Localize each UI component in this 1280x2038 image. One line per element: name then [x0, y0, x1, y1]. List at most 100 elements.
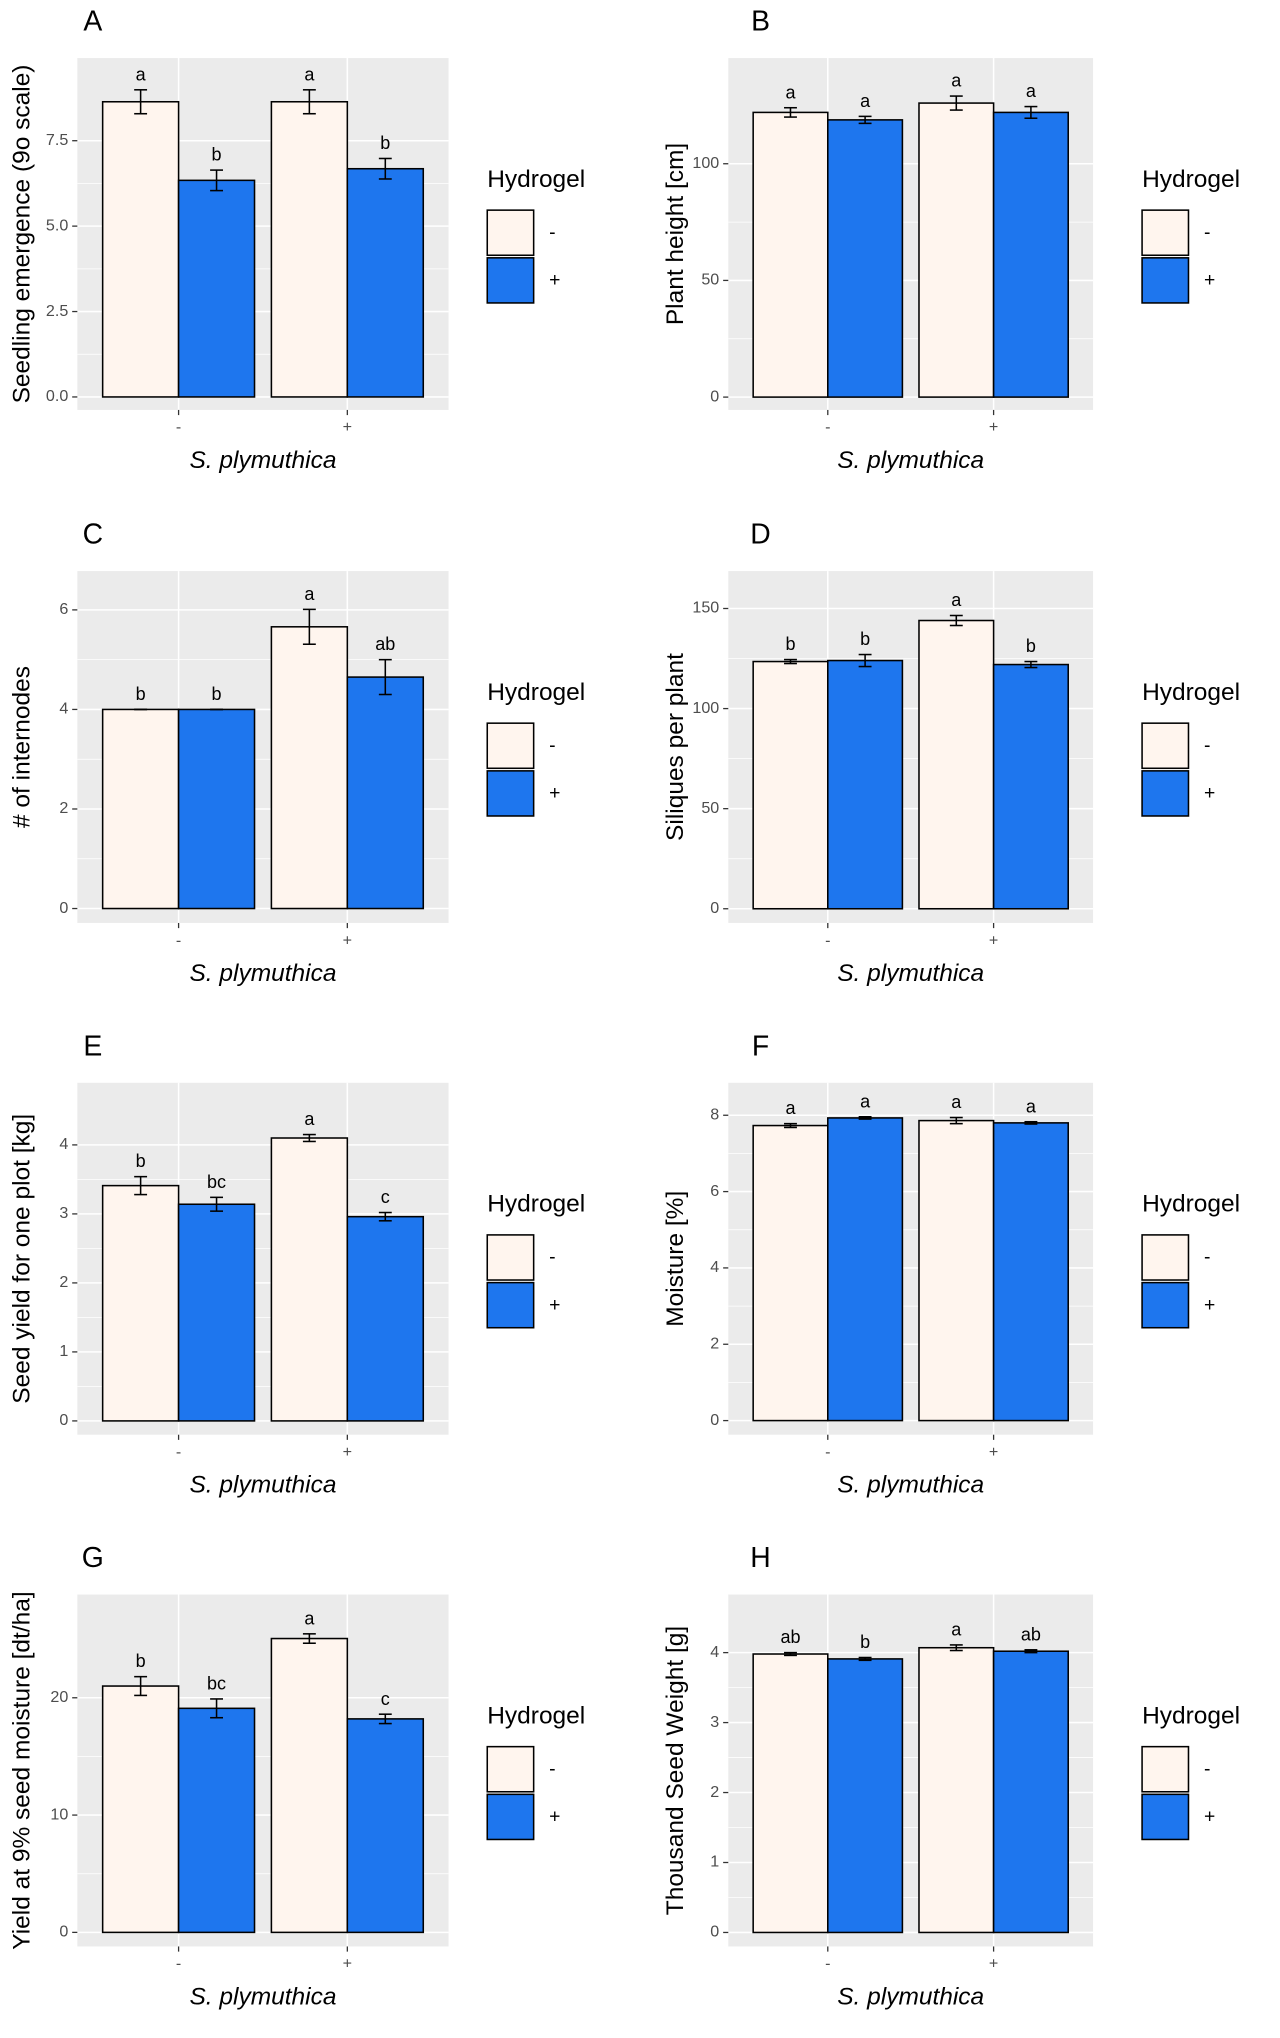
y-axis-title: Thousand Seed Weight [g] [662, 1626, 689, 1915]
legend-title: Hydrogel [487, 679, 585, 706]
significance-letter: a [951, 1092, 962, 1112]
error-bar [949, 1644, 963, 1652]
significance-letter: a [785, 82, 796, 102]
legend-title: Hydrogel [487, 1191, 585, 1218]
significance-letter: b [212, 684, 222, 704]
bar [827, 119, 904, 398]
y-tick-label: 0 [710, 1411, 719, 1429]
legend-title: Hydrogel [1142, 679, 1240, 706]
significance-letter: a [1026, 1096, 1037, 1116]
legend-label: - [1204, 735, 1210, 756]
significance-letter: c [381, 1689, 390, 1709]
bar [992, 111, 1069, 398]
error-bar [858, 115, 872, 125]
error-bar [858, 1656, 872, 1662]
error-bar [949, 614, 963, 627]
x-tick-label: + [343, 1955, 352, 1973]
significance-letter: a [785, 1098, 796, 1118]
legend-key [1141, 1745, 1190, 1793]
legend-key [486, 209, 535, 257]
significance-letter: a [304, 1109, 315, 1129]
bar [177, 1707, 256, 1934]
bar [918, 1646, 995, 1934]
legend-label: + [1204, 1807, 1215, 1828]
y-tick-label: 4 [59, 1135, 68, 1153]
y-tick-label: 8 [710, 1105, 719, 1123]
x-tick-label: + [989, 931, 998, 949]
significance-letter: a [304, 1608, 315, 1628]
x-tick-label: + [989, 1443, 998, 1461]
y-tick-label: 100 [692, 699, 719, 717]
y-tick-label: 5.0 [46, 216, 68, 234]
bar [177, 179, 256, 398]
error-bar [378, 658, 392, 696]
error-bar [210, 1698, 224, 1719]
bar [992, 663, 1069, 910]
error-bar [784, 106, 797, 118]
legend-label: - [549, 1247, 555, 1268]
y-tick-label: 20 [50, 1688, 68, 1706]
panel-label: D [750, 519, 770, 551]
legend-key [1141, 257, 1190, 304]
legend-title: Hydrogel [487, 1702, 585, 1729]
significance-letter: c [381, 1187, 390, 1207]
significance-letter: a [304, 64, 315, 84]
x-axis-title: S. plymuthica [837, 1472, 984, 1499]
panel: 0 10 20 - + b a bc c G S. plymuthica Yield at 9% se… [9, 1542, 586, 2010]
y-tick-label: 100 [692, 154, 719, 172]
legend-label: + [1204, 270, 1215, 291]
panel: 0 50 100 150 - + b a b b D S. plymuthica Siliques pe… [662, 519, 1240, 987]
significance-letter: a [951, 590, 962, 610]
x-tick-label: - [176, 418, 181, 436]
panel-label: C [83, 519, 103, 551]
significance-letter: a [951, 71, 962, 91]
legend-key [1141, 1281, 1190, 1329]
bar [177, 1203, 256, 1422]
legend-title: Hydrogel [1142, 166, 1240, 193]
error-bar [784, 1651, 797, 1657]
x-tick-label: - [825, 418, 830, 436]
error-bar [210, 1196, 224, 1212]
x-axis-title: S. plymuthica [837, 447, 984, 474]
y-tick-label: 0 [710, 387, 719, 405]
x-axis-title: S. plymuthica [837, 960, 984, 987]
error-bar [210, 169, 224, 192]
panel-label: A [83, 6, 102, 38]
legend-label: - [549, 222, 555, 243]
panel-label: E [83, 1030, 102, 1062]
legend-key [486, 722, 535, 770]
significance-letter: a [136, 64, 147, 84]
x-tick-label: - [825, 1443, 830, 1461]
error-bar [1024, 1649, 1038, 1654]
y-tick-label: 10 [50, 1805, 68, 1823]
legend-label: - [1204, 1247, 1210, 1268]
y-tick-label: 0 [710, 899, 719, 917]
significance-letter: b [380, 133, 390, 153]
y-tick-label: 0 [59, 1923, 68, 1941]
bar [752, 111, 829, 398]
x-axis-title: S. plymuthica [837, 1983, 984, 2010]
significance-letter: a [860, 1091, 871, 1111]
error-bar [1024, 105, 1038, 120]
y-tick-label: 150 [692, 599, 719, 617]
bar [827, 659, 904, 910]
legend-title: Hydrogel [487, 166, 585, 193]
significance-letter: ab [375, 634, 395, 654]
bar [101, 1184, 180, 1422]
significance-letter: b [860, 629, 870, 649]
significance-letter: b [1026, 636, 1036, 656]
error-bar [1024, 1120, 1038, 1125]
significance-letter: a [1026, 81, 1037, 101]
bar [918, 102, 995, 398]
x-tick-label: - [176, 1955, 181, 1973]
bar [752, 660, 829, 910]
legend-key [1141, 770, 1190, 817]
bar [101, 708, 180, 910]
panel: 0 50 100 - + a a a a B S. plymuthica Plant height [… [662, 6, 1240, 474]
x-tick-label: + [343, 931, 352, 949]
error-bar [378, 1713, 392, 1725]
significance-letter: bc [207, 1172, 226, 1192]
x-axis-title: S. plymuthica [189, 1472, 336, 1499]
